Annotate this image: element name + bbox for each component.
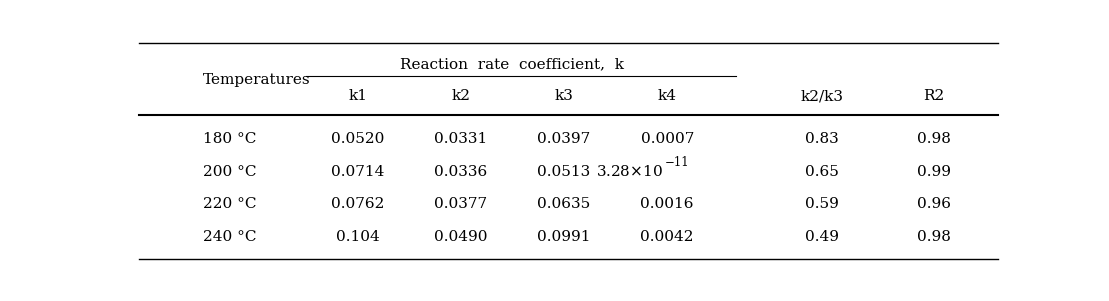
Text: 0.0762: 0.0762: [332, 197, 385, 211]
Text: 0.0016: 0.0016: [641, 197, 694, 211]
Text: 200 °C: 200 °C: [203, 165, 256, 179]
Text: Reaction  rate  coefficient,  k: Reaction rate coefficient, k: [400, 57, 624, 71]
Text: 0.99: 0.99: [917, 165, 950, 179]
Text: k1: k1: [348, 89, 367, 103]
Text: −11: −11: [664, 157, 690, 169]
Text: 0.0520: 0.0520: [332, 132, 385, 146]
Text: 0.65: 0.65: [805, 165, 838, 179]
Text: 0.83: 0.83: [805, 132, 838, 146]
Text: 0.0513: 0.0513: [538, 165, 591, 179]
Text: 0.0991: 0.0991: [538, 230, 591, 244]
Text: 3.28$\times$10: 3.28$\times$10: [597, 164, 663, 179]
Text: 0.49: 0.49: [805, 230, 838, 244]
Text: 0.59: 0.59: [805, 197, 838, 211]
Text: 0.98: 0.98: [917, 132, 950, 146]
Text: 220 °C: 220 °C: [203, 197, 256, 211]
Text: 0.0331: 0.0331: [435, 132, 488, 146]
Text: 0.98: 0.98: [917, 230, 950, 244]
Text: 180 °C: 180 °C: [203, 132, 256, 146]
Text: 0.0336: 0.0336: [435, 165, 488, 179]
Text: 0.96: 0.96: [917, 197, 950, 211]
Text: k3: k3: [554, 89, 573, 103]
Text: 0.0377: 0.0377: [435, 197, 488, 211]
Text: k4: k4: [658, 89, 676, 103]
Text: k2: k2: [451, 89, 470, 103]
Text: 0.0714: 0.0714: [332, 165, 385, 179]
Text: 0.104: 0.104: [336, 230, 379, 244]
Text: R2: R2: [923, 89, 944, 103]
Text: 0.0042: 0.0042: [641, 230, 694, 244]
Text: 240 °C: 240 °C: [203, 230, 256, 244]
Text: Temperatures: Temperatures: [203, 73, 311, 87]
Text: 0.0397: 0.0397: [538, 132, 591, 146]
Text: 0.0490: 0.0490: [435, 230, 488, 244]
Text: 0.0007: 0.0007: [641, 132, 694, 146]
Text: 0.0635: 0.0635: [538, 197, 591, 211]
Text: k2/k3: k2/k3: [801, 89, 844, 103]
